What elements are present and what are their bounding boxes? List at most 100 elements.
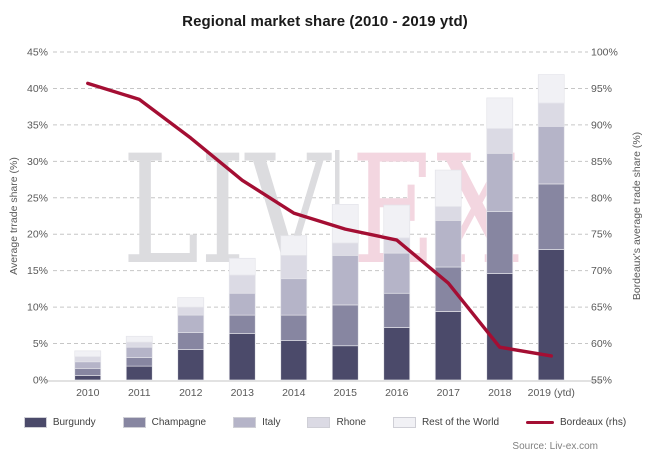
bar-segment [228,292,256,316]
legend-color-swatch [122,417,146,428]
bar-segment [537,102,565,127]
x-axis-tick: 2015 [334,387,358,399]
source-credit: Source: Liv-ex.com [512,441,598,452]
chart-title: Regional market share (2010 - 2019 ytd) [182,13,468,30]
bar-segment [177,314,205,333]
bar-segment [537,125,565,185]
bar-segment [125,365,153,381]
bar-segment [74,375,102,381]
right-axis-tick: 95% [591,83,612,95]
left-axis-title: Average trrade share (%) [8,157,20,275]
bar-segment [74,350,102,358]
gridlines [46,51,602,382]
right-axis-tick: 60% [591,338,612,350]
bar-segment [383,292,411,328]
legend-color-swatch [23,417,47,428]
bordeaux-line [86,81,553,358]
bar-segment [177,332,205,350]
bars [74,74,565,381]
left-axis-tick: 10% [27,302,48,314]
bar-segment [125,346,153,358]
legend-item-bordeaux-rhs: Bordeaux (rhs) [526,417,626,428]
right-axis-tick: 70% [591,265,612,277]
bar-segment [434,169,462,207]
bar-segment [280,278,308,316]
legend-color-swatch [307,417,331,428]
bar-segment [177,349,205,381]
bar-segment [280,340,308,381]
bar-segment [383,327,411,381]
bar-segment [486,128,514,154]
bar-segment [228,314,256,334]
legend-item-champagne: Champagne [122,417,207,428]
bar-segment [486,152,514,212]
legend-label: Burgundy [52,417,96,428]
bar-segment [383,204,411,239]
bar-segment [331,203,359,244]
left-axis-tick: 25% [27,192,48,204]
bar-segment [537,74,565,104]
legend-label: Rhone [336,417,366,428]
x-axis-labels: 2010 2011 2012 2013 2014 2015 2016 2017 2018 2019… [76,387,575,399]
right-axis-tick: 85% [591,156,612,168]
left-axis-tick: 40% [27,83,48,95]
bar-segment [228,274,256,294]
bar-segment [280,255,308,280]
chart-svg: 0% 55% 5% 60% 10% 65% 15% 70% 20% 75% 25% 80% 30% 85%… [8,47,643,400]
legend-item-rhone: Rhone [307,417,366,428]
bar-segment [331,345,359,381]
right-axis-tick: 100% [591,47,618,59]
x-axis-tick: 2018 [488,387,512,399]
right-axis-tick: 75% [591,229,612,241]
bar-segment [486,273,514,381]
bar-segment [434,220,462,268]
legend-item-rest-of-the-world: Rest of the World [392,417,500,428]
axis-tick-labels: 0% 55% 5% 60% 10% 65% 15% 70% 20% 75% 25% 80% 30% 85%… [27,47,618,387]
right-axis-tick: 90% [591,119,612,131]
bar-segment [434,311,462,381]
x-axis-tick: 2010 [76,387,100,399]
left-axis-tick: 30% [27,156,48,168]
legend-item-burgundy: Burgundy [23,417,96,428]
legend-line-swatch [526,420,555,425]
bar-segment [537,249,565,381]
bar-segment [228,333,256,381]
x-axis-tick: 2016 [385,387,409,399]
right-axis-tick: 80% [591,192,612,204]
right-axis-tick: 55% [591,375,612,387]
bar-segment [331,255,359,306]
left-axis-tick: 20% [27,229,48,241]
bar-segment [125,335,153,343]
bar-segment [74,367,102,376]
left-axis-tick: 0% [33,375,48,387]
x-axis-tick: 2014 [282,387,306,399]
legend-label: Rest of the World [421,417,500,428]
bar-segment [486,97,514,129]
left-axis-tick: 35% [27,119,48,131]
bar-segment [486,211,514,274]
x-axis-tick: 2019 (ytd) [528,387,575,399]
legend: Burgundy Champagne Italy Rhone Rest of the W… [0,417,650,428]
bar-segment [177,306,205,316]
left-axis-tick: 45% [27,47,48,59]
bar-segment [280,314,308,341]
x-axis-tick: 2017 [437,387,461,399]
bar-segment [331,304,359,347]
legend-color-swatch [392,417,416,428]
bar-segment [383,252,411,294]
legend-label: Italy [262,417,281,428]
legend-label: Champagne [151,417,207,428]
left-axis-tick: 15% [27,265,48,277]
right-axis-tick: 65% [591,302,612,314]
bar-segment [280,235,308,256]
right-axis-title: Bordeaux's average trade share (%) [631,132,643,300]
bar-segment [125,357,153,367]
bar-segment [228,257,256,276]
bar-segment [434,206,462,221]
legend-label: Bordeaux (rhs) [560,417,627,428]
x-axis-tick: 2011 [128,387,151,399]
bar-segment [177,297,205,308]
left-axis-tick: 5% [33,338,48,350]
x-axis-tick: 2013 [231,387,255,399]
